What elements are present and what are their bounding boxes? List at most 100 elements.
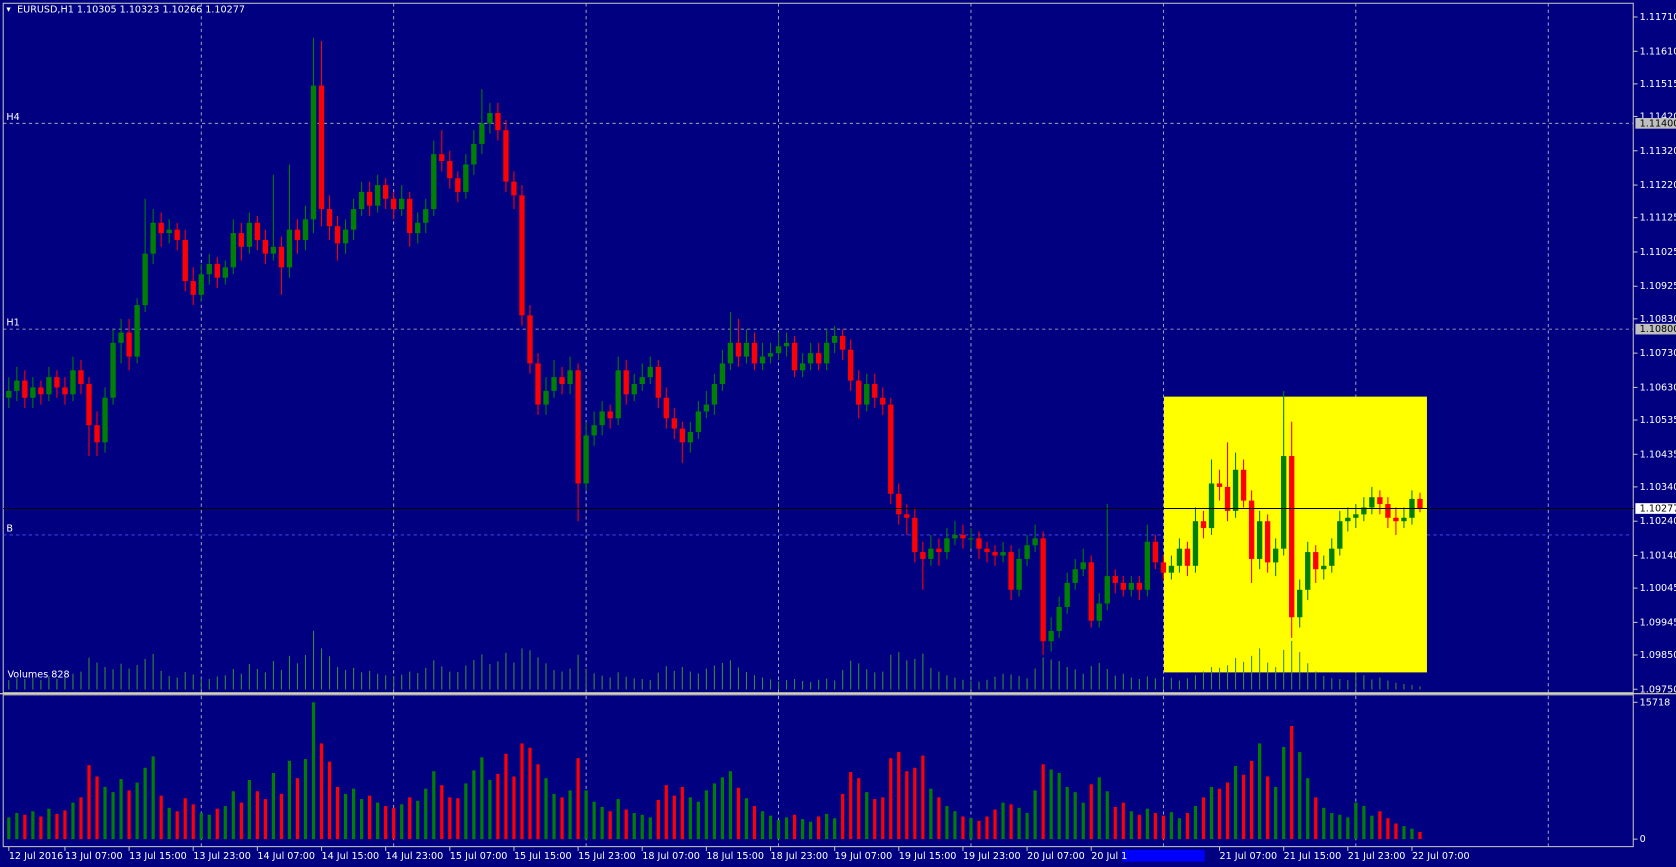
- candle-body: [1168, 565, 1175, 573]
- x-tick-label: 15 Jul 23:00: [578, 851, 636, 862]
- volume-bar: [1201, 797, 1206, 840]
- volume-bar: [1169, 812, 1174, 840]
- bid-price-label: 1.10277: [1640, 504, 1676, 515]
- volume-bar: [560, 797, 564, 840]
- volume-bar: [768, 815, 773, 840]
- volume-bar: [247, 779, 251, 840]
- volume-bar: [215, 808, 219, 840]
- volume-bar: [279, 793, 284, 840]
- volume-bar: [680, 786, 684, 840]
- candle-body: [599, 411, 605, 426]
- candle-body: [1096, 603, 1102, 621]
- candle-body: [1192, 521, 1199, 566]
- candle-body: [22, 380, 28, 398]
- candle-body: [944, 538, 950, 553]
- candle-body: [374, 185, 381, 206]
- volume-bar: [303, 759, 308, 840]
- candle-body: [639, 377, 645, 385]
- volume-bar: [648, 817, 652, 840]
- volume-bar: [1161, 815, 1165, 840]
- candle-body: [431, 154, 437, 210]
- volume-bar: [520, 743, 524, 840]
- candle-body: [1417, 498, 1423, 509]
- level-name: H4: [6, 112, 19, 123]
- candle-body: [743, 342, 750, 357]
- volume-bar: [536, 764, 540, 840]
- rectangle-object[interactable]: [1164, 396, 1427, 673]
- candle-body: [823, 342, 830, 364]
- candle-body: [1152, 541, 1159, 563]
- candle-body: [294, 229, 301, 240]
- volume-bar: [1330, 813, 1334, 840]
- candle-body: [254, 222, 261, 240]
- candle-body: [1337, 521, 1343, 549]
- level-price-box: [1635, 323, 1676, 335]
- y-tick-label: 1.09750: [1640, 684, 1676, 695]
- volume-bar: [1177, 818, 1182, 840]
- candle-body: [366, 191, 373, 206]
- volume-bar: [1057, 772, 1061, 840]
- volume-bar: [1009, 804, 1013, 840]
- volume-bar: [1306, 778, 1310, 840]
- volume-bar: [255, 791, 259, 840]
- x-tick-label: 13 Jul 23:00: [193, 851, 251, 862]
- x-tick-label: 18 Jul 15:00: [706, 851, 764, 862]
- volume-bar: [1274, 786, 1278, 840]
- candle-body: [1112, 576, 1118, 583]
- candle-body: [1088, 562, 1094, 621]
- y-tick-label: 1.09850: [1640, 650, 1676, 661]
- volume-bar: [849, 772, 853, 840]
- volume-bar: [199, 813, 203, 840]
- chart-title: EURUSD,H1 1.10305 1.10323 1.10266 1.1027…: [17, 5, 245, 16]
- candle-body: [1176, 548, 1183, 566]
- x-tick-label: 18 Jul 07:00: [642, 851, 700, 862]
- candle-body: [1264, 521, 1271, 563]
- x-tick-label: 15 Jul 15:00: [514, 851, 572, 862]
- volume-bar: [1217, 788, 1222, 840]
- candle-body: [952, 534, 958, 539]
- volume-bar: [544, 778, 548, 840]
- volume-bar: [624, 809, 628, 840]
- candle-body: [14, 380, 20, 391]
- y-tick-label: 1.11515: [1640, 79, 1676, 90]
- volume-bar: [552, 793, 556, 840]
- y-tick-label: 1.10340: [1640, 482, 1676, 493]
- volume-bar: [408, 797, 412, 840]
- candle-body: [270, 246, 277, 254]
- volume-bar: [1025, 813, 1029, 840]
- y-tick-label: 1.11025: [1640, 247, 1676, 258]
- menu-arrow[interactable]: [6, 7, 11, 12]
- volume-bar: [784, 817, 789, 840]
- y-tick-label: 1.11320: [1640, 146, 1676, 157]
- volume-bar: [1113, 806, 1117, 840]
- candle-body: [86, 384, 92, 426]
- candle-body: [1272, 548, 1279, 563]
- volume-bar: [55, 813, 59, 840]
- volume-bar: [969, 818, 973, 840]
- candle-body: [1305, 552, 1311, 590]
- x-tick-label: 21 Jul 15:00: [1284, 851, 1342, 862]
- candle-body: [1144, 541, 1151, 590]
- x-tick-label: 19 Jul 23:00: [963, 851, 1021, 862]
- volume-bar: [440, 785, 444, 840]
- y-tick-label: 1.10535: [1640, 415, 1676, 426]
- y-tick-label: 1.09945: [1640, 617, 1676, 628]
- volume-bar: [63, 810, 67, 840]
- volume-bar: [135, 782, 139, 840]
- volume-bar: [231, 791, 235, 840]
- volume-bar: [1209, 786, 1214, 840]
- volume-bar: [1362, 806, 1366, 840]
- candle-body: [1224, 486, 1231, 511]
- candle-body: [1216, 483, 1223, 487]
- candle-body: [495, 113, 501, 131]
- candle-body: [118, 332, 124, 343]
- candle-body: [334, 226, 341, 244]
- volume-bar: [664, 785, 668, 840]
- x-tick-label: 19 Jul 15:00: [899, 851, 957, 862]
- candle-body: [1329, 548, 1335, 566]
- candle-body: [976, 538, 982, 549]
- candle-body: [904, 514, 910, 518]
- volume-bar: [1346, 817, 1350, 840]
- volume-bar: [167, 807, 171, 840]
- volume-bar: [392, 807, 396, 840]
